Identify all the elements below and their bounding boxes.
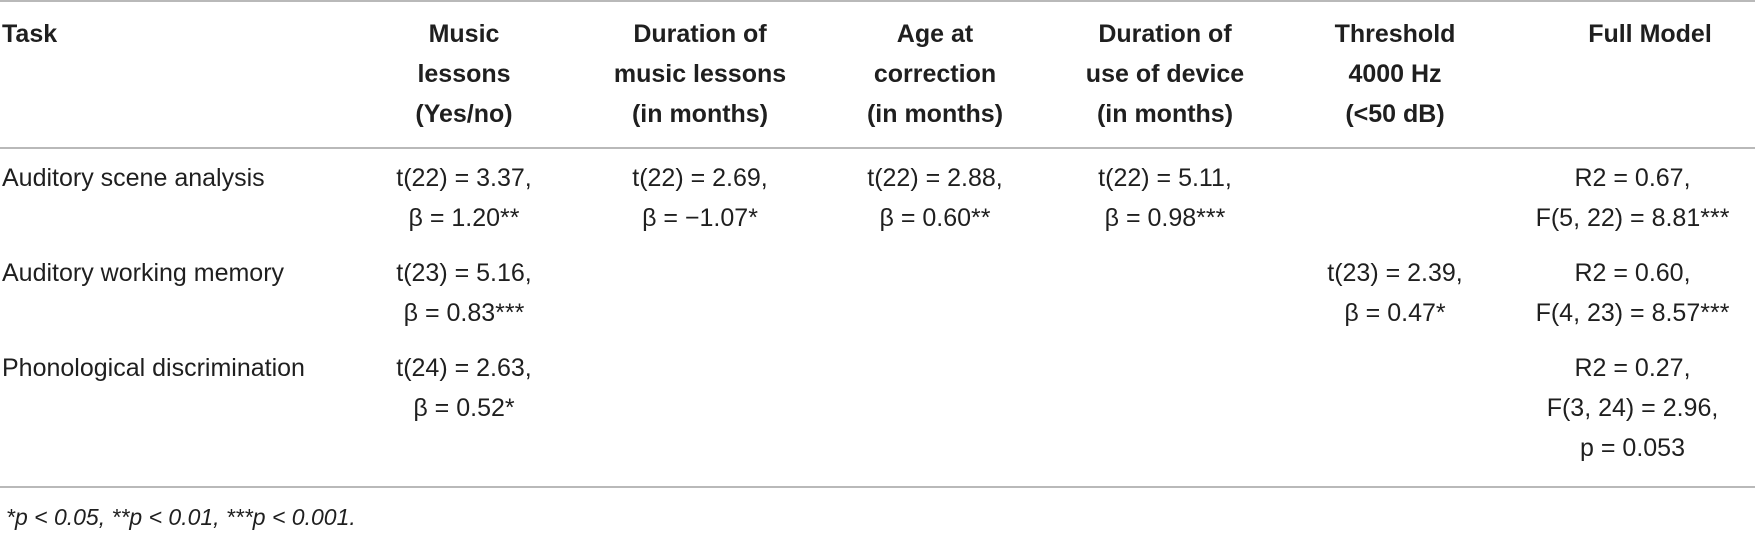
table-footnote: *p < 0.05, **p < 0.01, ***p < 0.001.	[6, 504, 356, 530]
table-top-rule	[0, 0, 1755, 2]
header-music-lessons: Music lessons (Yes/no)	[364, 14, 564, 134]
header-full-model: Full Model	[1535, 14, 1755, 54]
header-task: Task	[2, 14, 202, 54]
header-line: 4000 Hz	[1348, 60, 1442, 88]
row-task-label: Phonological discrimination	[2, 354, 305, 382]
table-cell: R2 = 0.60, F(4, 23) = 8.57***	[1515, 253, 1750, 333]
cell-line: β = 0.47*	[1344, 299, 1446, 327]
cell-line: t(24) = 2.63,	[396, 354, 532, 382]
cell-line: t(22) = 2.88,	[867, 164, 1003, 192]
header-line: Age at	[896, 20, 974, 48]
table-header-rule	[0, 147, 1755, 149]
cell-line: t(23) = 2.39,	[1327, 259, 1463, 287]
cell-line: F(4, 23) = 8.57***	[1535, 299, 1730, 327]
table-cell: t(22) = 2.88, β = 0.60**	[835, 158, 1035, 238]
row-task-label: Auditory working memory	[2, 259, 285, 287]
cell-line: t(23) = 5.16,	[396, 259, 532, 287]
cell-line: R2 = 0.67,	[1574, 164, 1691, 192]
header-duration-device: Duration of use of device (in months)	[1060, 14, 1270, 134]
header-line: (in months)	[866, 100, 1004, 128]
cell-line: R2 = 0.27,	[1574, 354, 1691, 382]
header-line: Threshold	[1334, 20, 1456, 48]
header-line: lessons	[417, 60, 511, 88]
header-age-correction: Age at correction (in months)	[835, 14, 1035, 134]
cell-line: F(5, 22) = 8.81***	[1535, 204, 1730, 232]
header-line: use of device	[1085, 60, 1245, 88]
table-cell: t(24) = 2.63, β = 0.52*	[364, 348, 564, 428]
cell-line: β = −1.07*	[642, 204, 758, 232]
table-cell: t(23) = 2.39, β = 0.47*	[1295, 253, 1495, 333]
cell-line: β = 0.52*	[413, 394, 515, 422]
table-bottom-rule	[0, 486, 1755, 488]
cell-line: F(3, 24) = 2.96,	[1546, 394, 1719, 422]
table-cell: t(22) = 2.69, β = −1.07*	[590, 158, 810, 238]
header-line: Full Model	[1588, 20, 1712, 48]
cell-line: R2 = 0.60,	[1574, 259, 1691, 287]
table-cell: t(22) = 3.37, β = 1.20**	[364, 158, 564, 238]
cell-line: t(22) = 5.11,	[1098, 164, 1232, 192]
cell-line: t(22) = 3.37,	[396, 164, 532, 192]
header-line: (in months)	[1096, 100, 1234, 128]
cell-line: β = 0.98***	[1104, 204, 1226, 232]
header-line: Task	[2, 20, 58, 48]
header-line: music lessons	[613, 60, 787, 88]
table-cell: R2 = 0.67, F(5, 22) = 8.81***	[1515, 158, 1750, 238]
header-line: (<50 dB)	[1345, 100, 1445, 128]
row-task-label: Auditory scene analysis	[2, 164, 265, 192]
header-threshold: Threshold 4000 Hz (<50 dB)	[1295, 14, 1495, 134]
cell-line: p = 0.053	[1580, 434, 1685, 462]
cell-line: β = 0.83***	[403, 299, 525, 327]
table-cell: R2 = 0.27, F(3, 24) = 2.96, p = 0.053	[1515, 348, 1750, 468]
table-cell: t(22) = 5.11, β = 0.98***	[1060, 158, 1270, 238]
header-line: (in months)	[631, 100, 769, 128]
cell-line: β = 1.20**	[408, 204, 520, 232]
header-line: (Yes/no)	[415, 100, 513, 128]
header-line: Duration of	[633, 20, 767, 48]
cell-line: t(22) = 2.69,	[632, 164, 768, 192]
header-duration-lessons: Duration of music lessons (in months)	[590, 14, 810, 134]
header-line: Music	[428, 20, 500, 48]
header-line: Duration of	[1098, 20, 1232, 48]
table-cell: t(23) = 5.16, β = 0.83***	[364, 253, 564, 333]
cell-line: β = 0.60**	[879, 204, 991, 232]
header-line: correction	[873, 60, 997, 88]
